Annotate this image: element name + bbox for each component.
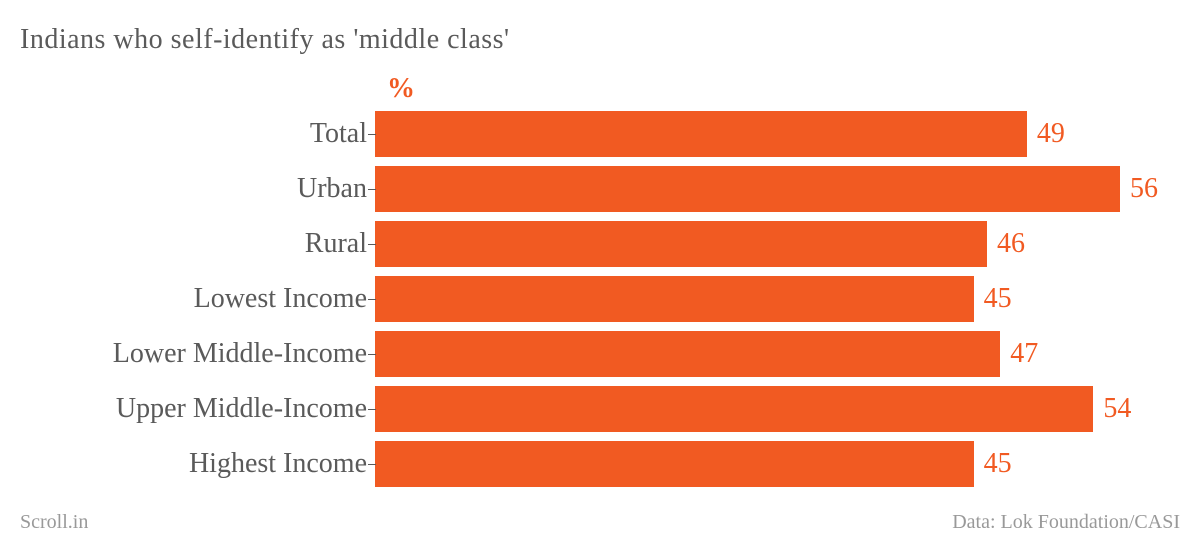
bar-row: Lowest Income 45 bbox=[20, 271, 1180, 326]
bar-label: Rural bbox=[20, 228, 375, 260]
chart-title: Indians who self-identify as 'middle cla… bbox=[20, 24, 1180, 56]
bar-track: 46 bbox=[375, 216, 1180, 271]
bar-value: 49 bbox=[1037, 118, 1065, 150]
bar-label: Total bbox=[20, 118, 375, 150]
bar-label: Lowest Income bbox=[20, 283, 375, 315]
unit-label: % bbox=[375, 73, 415, 105]
bar-track: 47 bbox=[375, 326, 1180, 381]
bar-label: Urban bbox=[20, 173, 375, 205]
bar-value: 47 bbox=[1010, 338, 1038, 370]
unit-row: % bbox=[20, 74, 1180, 104]
bar-track: 45 bbox=[375, 436, 1180, 491]
bar-track: 49 bbox=[375, 106, 1180, 161]
bar-track: 54 bbox=[375, 381, 1180, 436]
bar-row: Highest Income 45 bbox=[20, 436, 1180, 491]
bar-label: Upper Middle-Income bbox=[20, 393, 375, 425]
bar-track: 45 bbox=[375, 271, 1180, 326]
bar-row: Rural 46 bbox=[20, 216, 1180, 271]
footer-source: Scroll.in bbox=[20, 511, 88, 534]
chart-area: % Total49Urban56Rural46Lowest Income45Lo… bbox=[20, 74, 1180, 491]
bar-row: Upper Middle-Income 54 bbox=[20, 381, 1180, 436]
bar bbox=[375, 276, 974, 322]
bar bbox=[375, 221, 987, 267]
bar-row: Lower Middle-Income 47 bbox=[20, 326, 1180, 381]
bar bbox=[375, 331, 1000, 377]
footer-credit: Data: Lok Foundation/CASI bbox=[952, 511, 1180, 534]
bar-label: Lower Middle-Income bbox=[20, 338, 375, 370]
bar-value: 46 bbox=[997, 228, 1025, 260]
chart-footer: Scroll.in Data: Lok Foundation/CASI bbox=[20, 511, 1180, 534]
bar-value: 45 bbox=[984, 448, 1012, 480]
bars-container: Total49Urban56Rural46Lowest Income45Lowe… bbox=[20, 106, 1180, 491]
bar bbox=[375, 386, 1093, 432]
bar-value: 56 bbox=[1130, 173, 1158, 205]
bar-row: Urban 56 bbox=[20, 161, 1180, 216]
bar-track: 56 bbox=[375, 161, 1180, 216]
bar-value: 45 bbox=[984, 283, 1012, 315]
bar bbox=[375, 111, 1027, 157]
bar-row: Total 49 bbox=[20, 106, 1180, 161]
bar bbox=[375, 166, 1120, 212]
bar bbox=[375, 441, 974, 487]
bar-value: 54 bbox=[1103, 393, 1131, 425]
bar-label: Highest Income bbox=[20, 448, 375, 480]
